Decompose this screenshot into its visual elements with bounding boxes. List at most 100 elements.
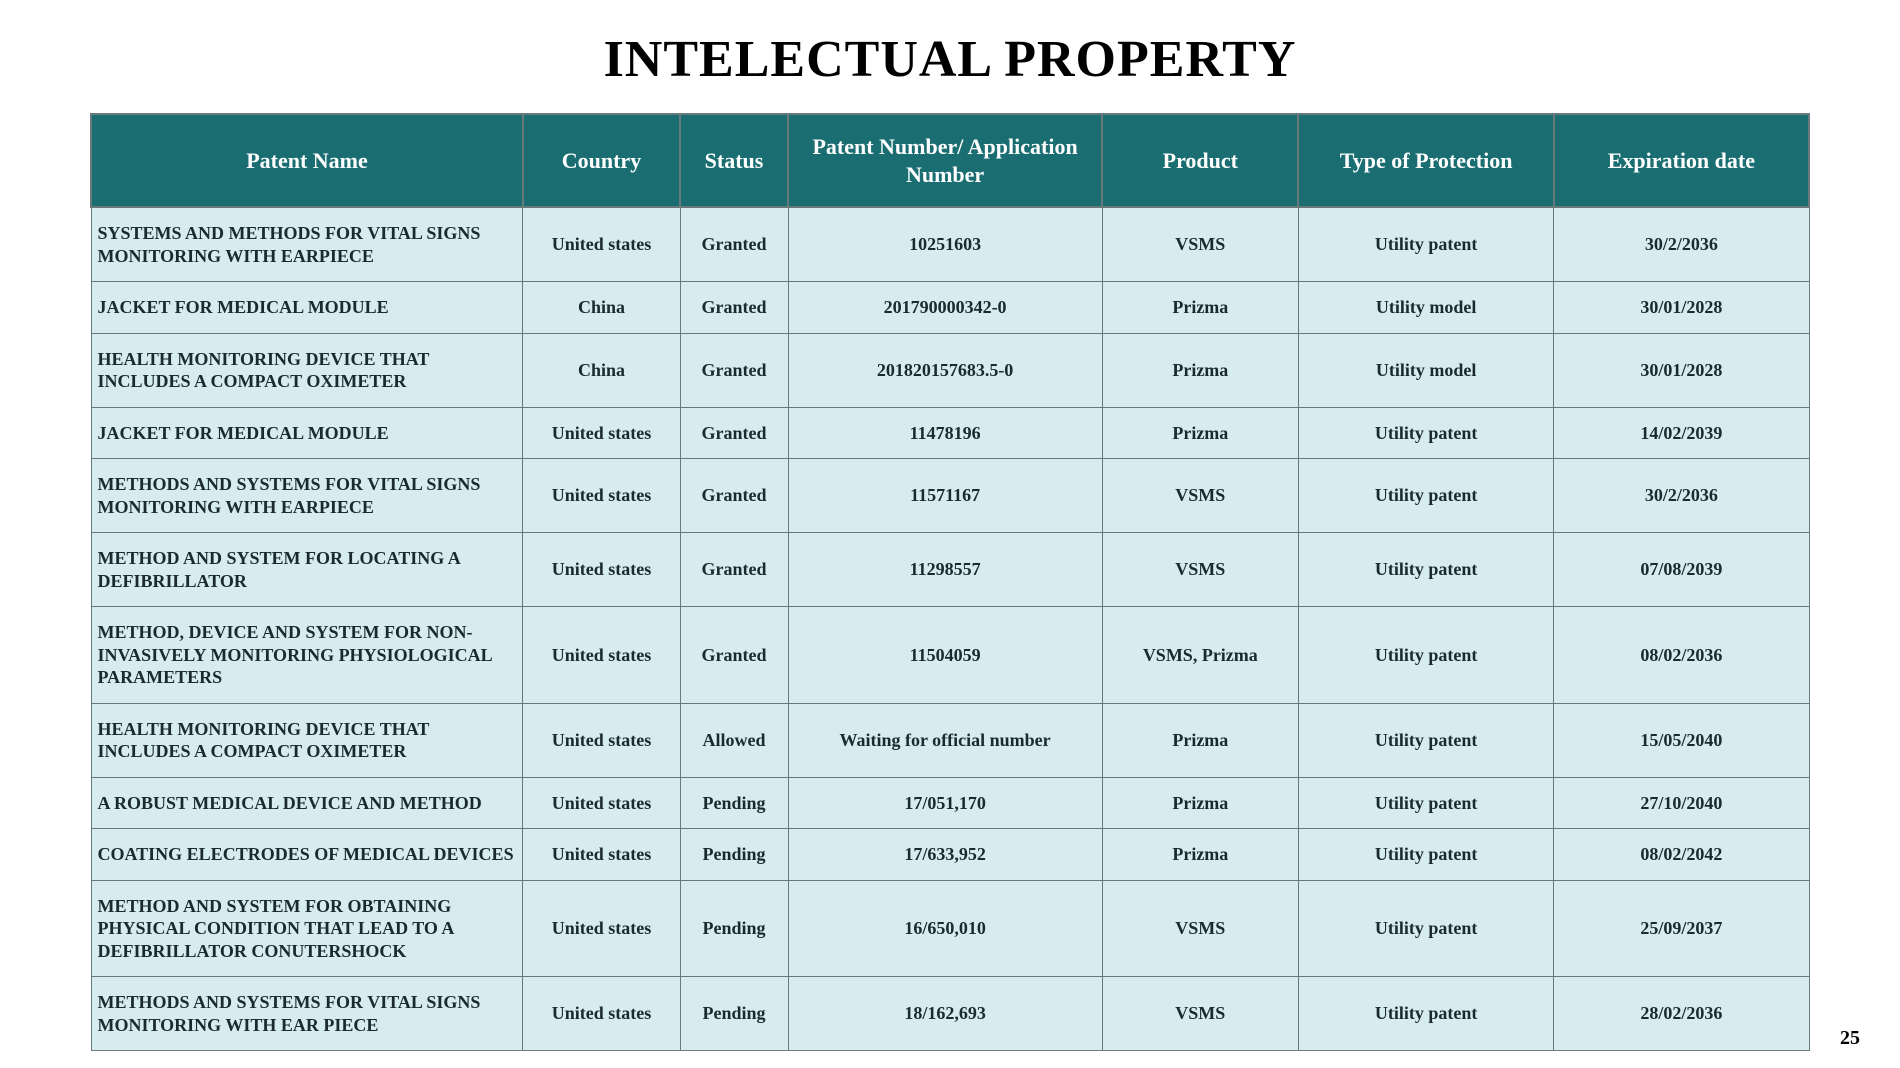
table-row: METHOD AND SYSTEM FOR LOCATING A DEFIBRI… <box>91 533 1809 607</box>
header-row: Patent Name Country Status Patent Number… <box>91 114 1809 207</box>
table-cell: 11504059 <box>788 607 1102 704</box>
table-cell: United states <box>523 703 680 777</box>
table-row: HEALTH MONITORING DEVICE THAT INCLUDES A… <box>91 333 1809 407</box>
table-cell: 17/051,170 <box>788 777 1102 829</box>
table-cell: Utility patent <box>1298 607 1553 704</box>
slide-page: INTELECTUAL PROPERTY Patent Name Country… <box>0 0 1900 1068</box>
th-type: Type of Protection <box>1298 114 1553 207</box>
table-cell: Pending <box>680 777 788 829</box>
table-cell: Utility patent <box>1298 459 1553 533</box>
table-cell: China <box>523 333 680 407</box>
table-cell: United states <box>523 533 680 607</box>
table-cell: VSMS <box>1102 207 1298 282</box>
table-cell: 25/09/2037 <box>1554 880 1809 977</box>
th-country: Country <box>523 114 680 207</box>
table-cell: VSMS <box>1102 533 1298 607</box>
table-cell: 30/2/2036 <box>1554 207 1809 282</box>
table-cell: 17/633,952 <box>788 829 1102 881</box>
table-cell: Utility patent <box>1298 880 1553 977</box>
table-cell: Pending <box>680 829 788 881</box>
table-cell: 30/01/2028 <box>1554 282 1809 334</box>
table-cell: United states <box>523 977 680 1051</box>
table-cell: 14/02/2039 <box>1554 407 1809 459</box>
th-number: Patent Number/ Application Number <box>788 114 1102 207</box>
table-cell: 28/02/2036 <box>1554 977 1809 1051</box>
table-cell: 07/08/2039 <box>1554 533 1809 607</box>
table-cell: METHOD AND SYSTEM FOR OBTAINING PHYSICAL… <box>91 880 523 977</box>
table-cell: A ROBUST MEDICAL DEVICE AND METHOD <box>91 777 523 829</box>
table-cell: Granted <box>680 207 788 282</box>
table-cell: METHOD, DEVICE AND SYSTEM FOR NON-INVASI… <box>91 607 523 704</box>
table-cell: Utility model <box>1298 282 1553 334</box>
table-cell: 201790000342-0 <box>788 282 1102 334</box>
table-cell: 18/162,693 <box>788 977 1102 1051</box>
table-cell: Granted <box>680 282 788 334</box>
table-body: SYSTEMS AND METHODS FOR VITAL SIGNS MONI… <box>91 207 1809 1051</box>
table-cell: Utility patent <box>1298 977 1553 1051</box>
table-cell: VSMS, Prizma <box>1102 607 1298 704</box>
table-cell: Granted <box>680 607 788 704</box>
table-cell: Prizma <box>1102 282 1298 334</box>
table-cell: Prizma <box>1102 777 1298 829</box>
table-cell: Utility patent <box>1298 407 1553 459</box>
table-cell: Granted <box>680 407 788 459</box>
table-cell: JACKET FOR MEDICAL MODULE <box>91 407 523 459</box>
table-cell: Utility patent <box>1298 533 1553 607</box>
table-cell: United states <box>523 607 680 704</box>
table-cell: METHODS AND SYSTEMS FOR VITAL SIGNS MONI… <box>91 977 523 1051</box>
ip-table: Patent Name Country Status Patent Number… <box>90 113 1810 1051</box>
table-cell: Prizma <box>1102 703 1298 777</box>
th-status: Status <box>680 114 788 207</box>
table-cell: JACKET FOR MEDICAL MODULE <box>91 282 523 334</box>
table-row: METHOD AND SYSTEM FOR OBTAINING PHYSICAL… <box>91 880 1809 977</box>
table-cell: 11478196 <box>788 407 1102 459</box>
table-row: METHODS AND SYSTEMS FOR VITAL SIGNS MONI… <box>91 977 1809 1051</box>
table-cell: 11571167 <box>788 459 1102 533</box>
table-cell: Prizma <box>1102 333 1298 407</box>
table-cell: HEALTH MONITORING DEVICE THAT INCLUDES A… <box>91 703 523 777</box>
table-cell: Prizma <box>1102 407 1298 459</box>
th-product: Product <box>1102 114 1298 207</box>
table-cell: United states <box>523 777 680 829</box>
th-name: Patent Name <box>91 114 523 207</box>
table-cell: United states <box>523 207 680 282</box>
table-row: METHOD, DEVICE AND SYSTEM FOR NON-INVASI… <box>91 607 1809 704</box>
table-row: METHODS AND SYSTEMS FOR VITAL SIGNS MONI… <box>91 459 1809 533</box>
table-cell: COATING ELECTRODES OF MEDICAL DEVICES <box>91 829 523 881</box>
table-head: Patent Name Country Status Patent Number… <box>91 114 1809 207</box>
table-row: SYSTEMS AND METHODS FOR VITAL SIGNS MONI… <box>91 207 1809 282</box>
table-cell: METHODS AND SYSTEMS FOR VITAL SIGNS MONI… <box>91 459 523 533</box>
table-cell: 16/650,010 <box>788 880 1102 977</box>
table-cell: Granted <box>680 459 788 533</box>
table-cell: Utility model <box>1298 333 1553 407</box>
table-cell: 27/10/2040 <box>1554 777 1809 829</box>
table-cell: Utility patent <box>1298 703 1553 777</box>
table-row: JACKET FOR MEDICAL MODULEChinaGranted201… <box>91 282 1809 334</box>
table-cell: Pending <box>680 977 788 1051</box>
table-cell: Utility patent <box>1298 777 1553 829</box>
table-cell: HEALTH MONITORING DEVICE THAT INCLUDES A… <box>91 333 523 407</box>
table-cell: 08/02/2042 <box>1554 829 1809 881</box>
table-cell: Utility patent <box>1298 829 1553 881</box>
table-cell: 08/02/2036 <box>1554 607 1809 704</box>
table-cell: 15/05/2040 <box>1554 703 1809 777</box>
table-cell: 11298557 <box>788 533 1102 607</box>
table-cell: United states <box>523 407 680 459</box>
page-title: INTELECTUAL PROPERTY <box>90 30 1810 89</box>
table-cell: Granted <box>680 333 788 407</box>
table-row: A ROBUST MEDICAL DEVICE AND METHODUnited… <box>91 777 1809 829</box>
table-cell: 10251603 <box>788 207 1102 282</box>
table-cell: VSMS <box>1102 459 1298 533</box>
table-cell: 201820157683.5-0 <box>788 333 1102 407</box>
table-cell: SYSTEMS AND METHODS FOR VITAL SIGNS MONI… <box>91 207 523 282</box>
table-cell: United states <box>523 459 680 533</box>
table-cell: China <box>523 282 680 334</box>
table-cell: 30/01/2028 <box>1554 333 1809 407</box>
page-number: 25 <box>1840 1027 1860 1050</box>
table-cell: United states <box>523 829 680 881</box>
table-cell: United states <box>523 880 680 977</box>
table-row: COATING ELECTRODES OF MEDICAL DEVICESUni… <box>91 829 1809 881</box>
table-cell: 30/2/2036 <box>1554 459 1809 533</box>
table-cell: Waiting for official number <box>788 703 1102 777</box>
table-cell: METHOD AND SYSTEM FOR LOCATING A DEFIBRI… <box>91 533 523 607</box>
